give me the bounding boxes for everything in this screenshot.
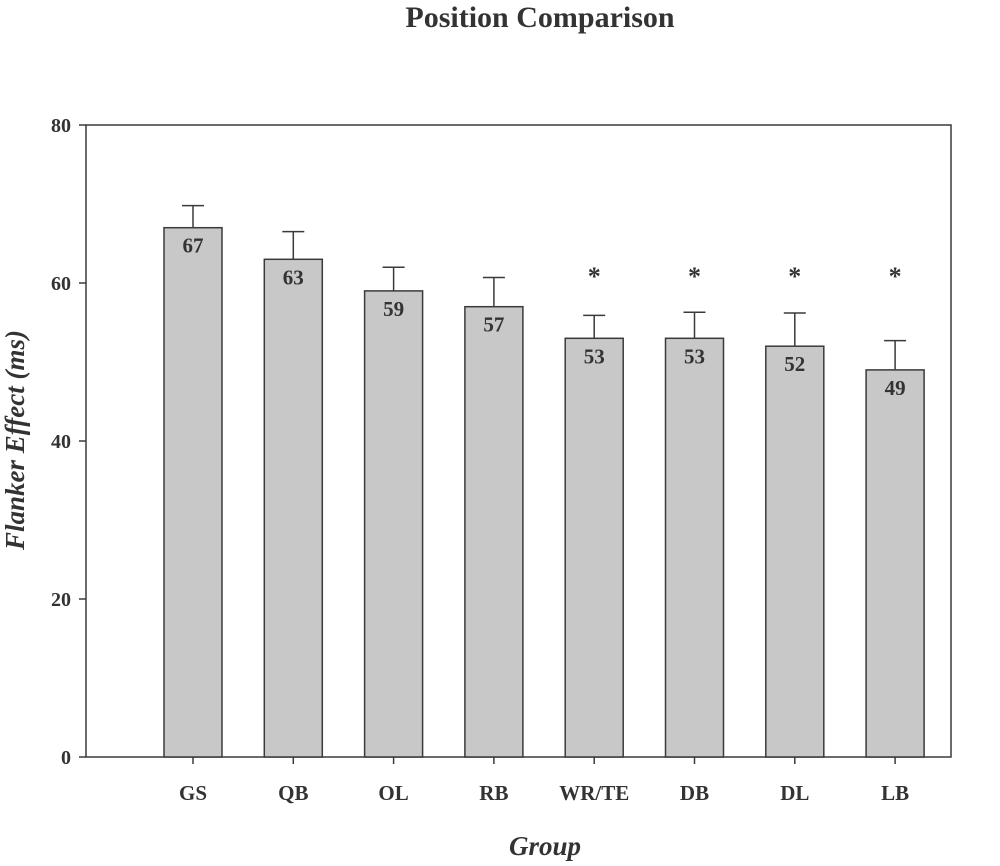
significance-marker: * xyxy=(588,262,601,291)
y-tick-label: 80 xyxy=(51,115,71,137)
x-category-label: QB xyxy=(278,781,308,805)
bars: 67 63 59 57 53 * 53 * 52 * 49 * xyxy=(163,204,925,758)
bar-gs xyxy=(163,226,223,758)
bar-rb xyxy=(464,305,524,758)
bar-value-label: 57 xyxy=(483,313,504,337)
bar-value-label: 52 xyxy=(784,352,805,376)
bar-value-label: 63 xyxy=(283,265,304,289)
x-category-label: DL xyxy=(780,781,809,805)
x-category-label: DB xyxy=(680,781,709,805)
significance-marker: * xyxy=(788,262,801,291)
x-axis-label: Group xyxy=(509,831,581,861)
y-tick-label: 60 xyxy=(51,273,71,295)
bar-value-label: 53 xyxy=(584,344,605,368)
y-tick-label: 40 xyxy=(51,431,71,453)
x-category-label: LB xyxy=(881,781,909,805)
bar-value-label: 67 xyxy=(183,234,204,258)
significance-marker: * xyxy=(889,262,902,291)
y-axis-label: Flanker Effect (ms) xyxy=(0,330,30,551)
y-axis: 0 20 40 60 80 xyxy=(51,115,86,769)
x-category-label: RB xyxy=(479,781,508,805)
bar-value-label: 49 xyxy=(885,376,906,400)
y-tick-label: 20 xyxy=(51,589,71,611)
bar-lb xyxy=(865,369,925,758)
significance-marker: * xyxy=(688,262,701,291)
bar-qb xyxy=(263,258,324,758)
chart-title: Position Comparison xyxy=(405,1,675,34)
bar-value-label: 59 xyxy=(383,297,404,321)
y-tick-label: 0 xyxy=(61,747,71,769)
bar-db xyxy=(664,337,725,758)
x-category-label: WR/TE xyxy=(559,781,629,805)
x-category-label: OL xyxy=(378,781,408,805)
x-category-label: GS xyxy=(179,781,207,805)
x-axis: GS QB OL RB WR/TE DB DL LB xyxy=(179,757,909,805)
bar-value-label: 53 xyxy=(684,344,705,368)
bar-wr-te xyxy=(564,337,624,758)
bar-dl xyxy=(765,345,825,758)
bar-ol xyxy=(363,290,424,758)
